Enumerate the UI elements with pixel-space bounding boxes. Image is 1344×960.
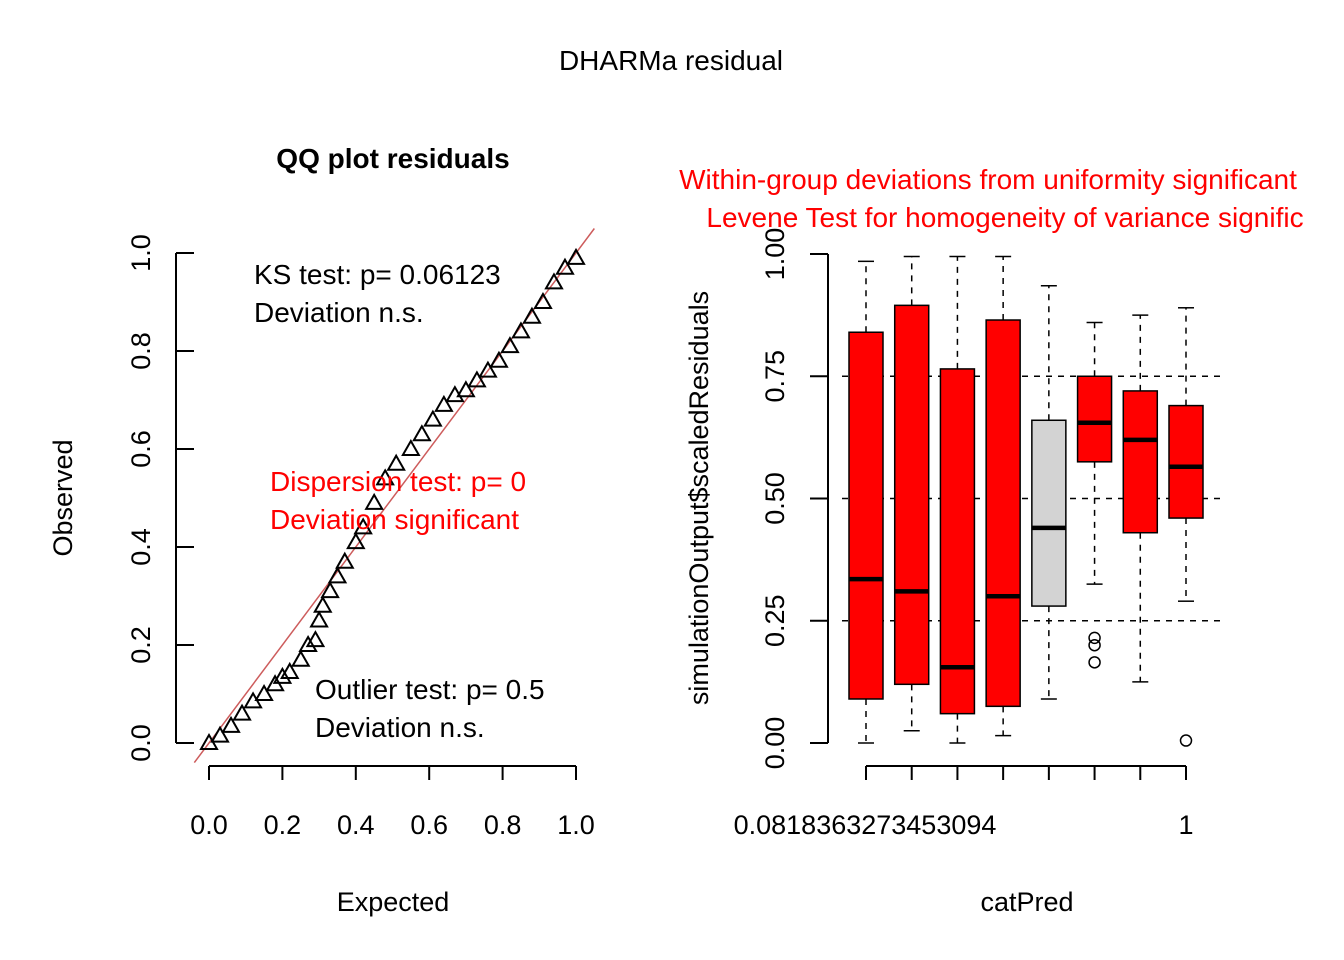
boxplot-box (848, 331, 884, 700)
qq-test-annotation: Deviation significant (270, 504, 519, 535)
boxplot-y-tick-label: 1.00 (760, 228, 790, 281)
figure-title: DHARMa residual (559, 45, 783, 76)
qq-point (555, 257, 575, 275)
qq-point (305, 630, 326, 648)
qq-point (353, 517, 373, 535)
boxplot-group (985, 255, 1021, 737)
qq-point (566, 247, 586, 265)
boxplot-y-axis-label: simulationOutput$scaledResiduals (684, 291, 714, 705)
qq-y-tick-label: 0.4 (126, 528, 156, 566)
qq-point (291, 649, 311, 667)
boxplot-group (893, 255, 930, 732)
qq-test-annotation: Deviation n.s. (315, 712, 485, 743)
boxplot-box (1076, 375, 1113, 463)
boxplot-y-tick-label: 0.75 (760, 350, 790, 403)
qq-point (500, 336, 520, 354)
boxplot-outlier (1088, 638, 1101, 652)
qq-test-annotation: Deviation n.s. (254, 297, 424, 328)
boxplot-group (1031, 285, 1067, 700)
boxplot-outlier (1179, 734, 1193, 747)
qq-point (445, 385, 465, 403)
qq-x-tick-label: 1.0 (557, 810, 595, 840)
boxplot-box (939, 368, 976, 715)
boxplot-group (1168, 307, 1204, 747)
boxplot-x-tick-label: 1 (1178, 810, 1193, 840)
boxplot-panel: Within-group deviations from uniformity … (679, 164, 1303, 917)
boxplot-title-line-1: Within-group deviations from uniformity … (679, 164, 1297, 195)
qq-test-annotation: KS test: p= 0.06123 (254, 259, 501, 290)
boxplot-outlier (1088, 656, 1101, 669)
qq-test-annotation: Dispersion test: p= 0 (270, 466, 526, 497)
qq-x-tick-label: 0.6 (410, 810, 448, 840)
boxplot-box (1122, 390, 1159, 534)
qq-x-tick-label: 0.2 (264, 810, 302, 840)
qq-point (346, 532, 366, 550)
qq-point (533, 291, 553, 309)
boxplot-box (1168, 404, 1204, 519)
qq-point (434, 394, 454, 412)
qq-x-axis-label: Expected (337, 887, 450, 917)
boxplot-y-tick-label: 0.25 (760, 594, 790, 647)
qq-point (467, 370, 487, 388)
qq-point (309, 610, 329, 628)
qq-x-tick-label: 0.0 (190, 810, 228, 840)
boxplot-box (1031, 419, 1067, 607)
qq-point (489, 350, 509, 368)
boxplot-box (985, 319, 1021, 708)
qq-point (280, 661, 300, 679)
boxplot-title-line-2: Levene Test for homogeneity of variance … (706, 202, 1303, 233)
qq-test-annotation: Outlier test: p= 0.5 (315, 674, 545, 705)
qq-point (298, 634, 318, 652)
qq-point (412, 424, 432, 442)
qq-y-tick-label: 0.0 (126, 724, 156, 762)
qq-point (522, 306, 542, 324)
boxplot-box (893, 304, 930, 686)
qq-point (478, 360, 498, 378)
boxplot-y-tick-label: 0.50 (760, 472, 790, 525)
qq-plot-title: QQ plot residuals (276, 143, 509, 174)
qq-point (375, 468, 395, 486)
qq-point (254, 683, 274, 701)
qq-point (456, 380, 476, 398)
qq-point (272, 666, 293, 684)
qq-y-tick-label: 1.0 (126, 234, 156, 272)
qq-plot-panel: QQ plot residuals Expected Observed 0.0 0… (48, 143, 595, 917)
qq-point (221, 715, 241, 733)
qq-x-tick-label: 0.4 (337, 810, 375, 840)
boxplot-group (1076, 321, 1113, 669)
qq-point (386, 453, 406, 471)
qq-point (423, 409, 443, 427)
qq-point (327, 566, 348, 584)
boxplot-x-tick-label: 0.0818363273453094 (734, 810, 997, 840)
qq-point (232, 703, 252, 721)
qq-point (544, 272, 564, 290)
qq-y-tick-label: 0.2 (126, 626, 156, 664)
qq-point (335, 551, 355, 569)
qq-point (210, 725, 230, 743)
boxplot-outlier (1088, 631, 1101, 645)
boxplot-x-axis-label: catPred (980, 887, 1073, 917)
qq-point (511, 321, 531, 339)
boxplot-group (939, 255, 976, 744)
qq-x-tick-label: 0.8 (484, 810, 522, 840)
boxplot-group (1122, 314, 1159, 683)
qq-y-tick-label: 0.8 (126, 332, 156, 370)
qq-point (320, 581, 340, 599)
qq-y-tick-label: 0.6 (126, 430, 156, 468)
boxplot-y-tick-label: 0.00 (760, 717, 790, 770)
qq-point (364, 492, 384, 510)
boxplot-group (848, 260, 884, 744)
qq-point (313, 595, 333, 613)
qq-y-axis-label: Observed (48, 439, 78, 556)
qq-point (401, 438, 421, 456)
